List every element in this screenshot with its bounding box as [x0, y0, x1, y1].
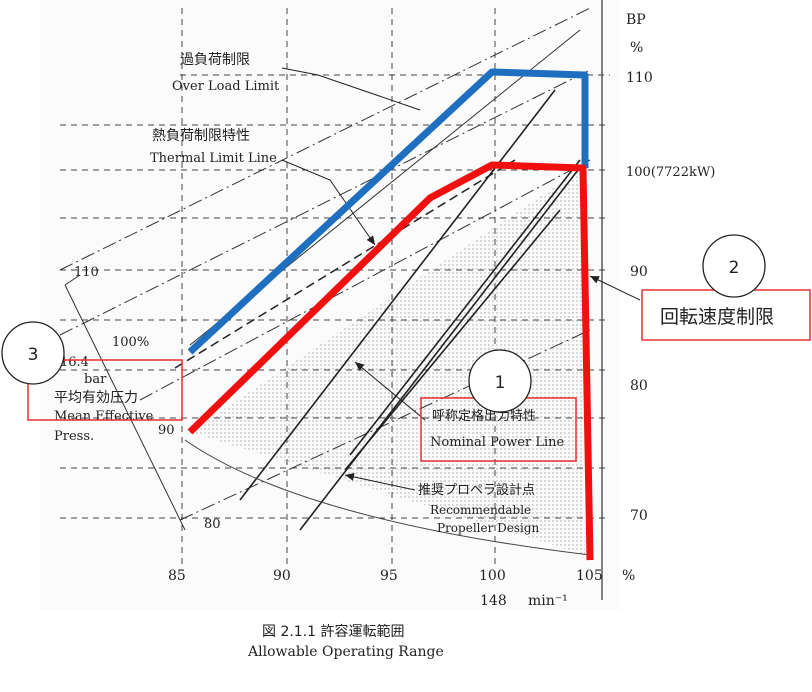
y-tick-100: 100(7722kW) [626, 165, 715, 180]
mep-label-en2: Press. [54, 429, 94, 444]
callout-2-number: 2 [729, 258, 740, 278]
nominal-limit-red-line [187, 161, 594, 561]
callout-1-number: 1 [495, 373, 506, 393]
speed-limit-label: 回転速度制限 [660, 306, 774, 328]
mep-tick-100: 100% [112, 335, 149, 350]
y-tick-70: 70 [630, 508, 648, 524]
mep-tick-110: 110 [74, 265, 99, 280]
annotation-box-mep [27, 359, 183, 421]
mep-label-en1: Mean Effective [54, 409, 154, 424]
annotation-box-speed-limit [641, 289, 811, 341]
thermal-limit-line [174, 159, 516, 369]
mep-value: 16.4 [60, 355, 89, 370]
mep-axis [64, 274, 186, 531]
propeller-label-en2: Propeller Design [437, 521, 540, 535]
callout-3-number: 3 [28, 345, 39, 365]
overload-limit-blue-line [187, 68, 589, 355]
propeller-design-area [190, 170, 585, 555]
nominal-label-en: Nominal Power Line [430, 435, 564, 450]
thermal-label-en: Thermal Limit Line [150, 151, 277, 166]
propeller-lines [239, 89, 581, 531]
y-axis-unit: % [630, 40, 643, 56]
y-tick-80: 80 [630, 378, 648, 394]
lower-boundary-curve [184, 439, 591, 556]
x-rpm-value: 148 [480, 593, 507, 609]
nominal-label-jp: 呼称定格出力特性 [432, 408, 536, 424]
x-tick-95: 95 [380, 568, 398, 584]
x-tick-90: 90 [273, 568, 291, 584]
x-tick-105: 105 [576, 568, 603, 584]
mep-label-jp: 平均有効圧力 [54, 390, 138, 406]
callout-2: 2 [702, 234, 766, 298]
propeller-label-en1: Recommendable [430, 503, 531, 517]
y-tick-90: 90 [630, 264, 648, 280]
mep-unit: bar [84, 372, 107, 387]
callout-1: 1 [468, 349, 532, 413]
x-rpm-unit: min⁻¹ [528, 593, 568, 609]
leader-lines [281, 67, 641, 491]
caption-jp: 図 2.1.1 許容運転範囲 [262, 623, 405, 640]
x-tick-100: 100 [479, 568, 506, 584]
overload-label-en: Over Load Limit [172, 79, 280, 94]
propeller-label-jp: 推奨プロペラ設計点 [418, 482, 535, 498]
x-tick-85: 85 [168, 568, 186, 584]
x-unit-pct: % [622, 568, 635, 584]
overload-label-jp: 過負荷制限 [180, 52, 250, 68]
y-tick-110: 110 [626, 70, 653, 86]
thermal-label-jp: 熱負荷制限特性 [152, 128, 250, 144]
mep-tick-90: 90 [158, 423, 175, 438]
y-axis-title: BP [626, 12, 646, 28]
callout-3: 3 [1, 321, 65, 385]
caption-en: Allowable Operating Range [247, 644, 444, 660]
mep-tick-80: 80 [204, 517, 221, 532]
